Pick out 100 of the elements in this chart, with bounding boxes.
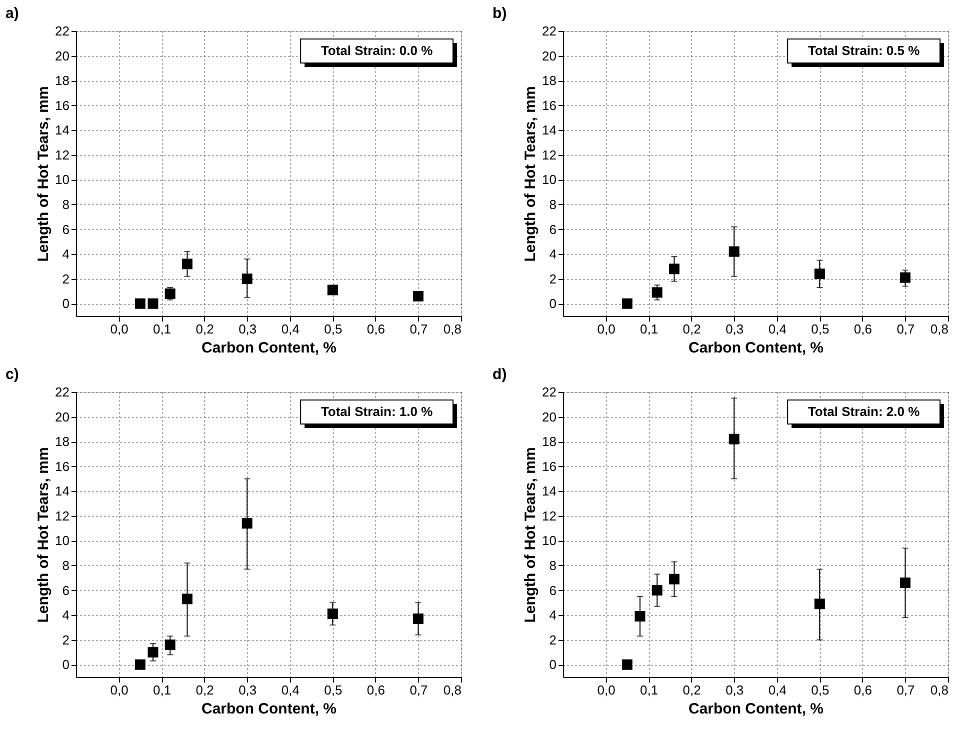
y-tick-label: 4 <box>549 608 556 623</box>
x-tick-label: 0,5 <box>324 682 342 698</box>
y-tick-label: 10 <box>542 533 556 548</box>
y-tick-label: 6 <box>62 222 70 237</box>
y-tick-label: 8 <box>62 558 70 573</box>
y-tick-label: 18 <box>542 73 556 88</box>
x-axis-title: Carbon Content, % <box>202 340 336 356</box>
y-tick-label: 6 <box>62 582 70 598</box>
y-tick-label: 22 <box>55 24 70 38</box>
y-tick-label: 4 <box>62 608 70 623</box>
point <box>728 246 740 257</box>
chart-title: d) <box>492 366 507 383</box>
x-tick-label: 0,5 <box>324 322 342 336</box>
x-tick-label: 0,4 <box>281 682 300 698</box>
x-axis-title: Carbon Content, % <box>688 700 824 718</box>
y-tick-label: 10 <box>542 172 556 188</box>
x-axis-title: Carbon Content, % <box>688 340 824 356</box>
chart-title: b) <box>492 5 507 22</box>
x-tick-label: 0,6 <box>854 682 872 698</box>
y-tick-label: 18 <box>542 434 556 450</box>
x-tick-label: 0,0 <box>597 682 616 698</box>
point <box>412 290 424 302</box>
point <box>242 518 252 529</box>
point <box>668 574 680 584</box>
point <box>327 284 338 296</box>
annotation: Total Strain: 1.0 % <box>320 404 434 419</box>
y-tick-label: 2 <box>62 632 70 648</box>
point <box>728 434 740 444</box>
x-tick-label: 0,1 <box>640 682 658 698</box>
y-tick-label: 12 <box>55 147 70 162</box>
point <box>164 288 176 299</box>
x-tick-label: 0,5 <box>811 682 830 698</box>
x-tick-label: 0,2 <box>682 322 701 336</box>
point <box>134 298 146 309</box>
y-tick-label: 10 <box>55 533 70 548</box>
y-tick-label: 12 <box>542 508 556 524</box>
x-tick-label: 0,8 <box>930 682 948 698</box>
y-tick-label: 22 <box>542 384 556 400</box>
x-tick-label: 0,6 <box>366 322 385 336</box>
x-tick-label: 0,1 <box>640 322 658 336</box>
point <box>134 659 146 670</box>
y-tick-label: 20 <box>55 48 70 64</box>
y-tick-label: 2 <box>62 271 70 286</box>
x-tick-label: 0,8 <box>443 322 462 336</box>
point <box>652 287 662 298</box>
y-tick-label: 18 <box>55 434 70 450</box>
point <box>622 659 632 670</box>
y-tick-label: 10 <box>55 172 70 188</box>
y-tick-label: 14 <box>55 122 70 138</box>
y-tick-label: 16 <box>55 98 70 113</box>
point <box>242 274 252 284</box>
y-axis-title: Length of Hot Tears, mm <box>35 447 52 623</box>
y-tick-label: 2 <box>549 632 556 648</box>
point <box>182 594 192 604</box>
y-tick-label: 8 <box>549 558 556 573</box>
point <box>652 585 662 596</box>
x-tick-label: 0,1 <box>153 322 172 336</box>
x-tick-label: 0,4 <box>768 322 786 336</box>
point <box>634 611 646 622</box>
x-tick-label: 0,3 <box>726 682 744 698</box>
y-tick-label: 14 <box>542 484 556 499</box>
y-tick-label: 22 <box>542 24 556 38</box>
x-tick-label: 0,0 <box>110 322 128 336</box>
x-axis-title: Carbon Content, % <box>202 700 336 718</box>
y-axis-title: Length of Hot Tears, mm <box>522 447 540 623</box>
x-tick-label: 0,6 <box>366 682 385 698</box>
y-tick-label: 0 <box>62 657 70 672</box>
point <box>148 298 158 309</box>
y-tick-label: 20 <box>542 48 556 64</box>
annotation: Total Strain: 0.5 % <box>808 43 920 58</box>
y-tick-label: 0 <box>549 657 556 672</box>
y-tick-label: 0 <box>549 296 556 312</box>
y-axis-title: Length of Hot Tears, mm <box>522 86 540 262</box>
x-tick-label: 0,3 <box>238 322 257 336</box>
x-tick-label: 0,8 <box>930 322 948 336</box>
y-tick-label: 4 <box>62 246 70 262</box>
y-tick-label: 8 <box>549 196 556 212</box>
x-tick-label: 0,7 <box>410 322 428 336</box>
y-tick-label: 20 <box>55 409 70 424</box>
y-tick-label: 6 <box>549 222 556 237</box>
y-tick-label: 0 <box>62 296 70 312</box>
x-tick-label: 0,2 <box>196 682 214 698</box>
point <box>814 598 825 610</box>
x-tick-label: 0,4 <box>281 322 300 336</box>
x-tick-label: 0,5 <box>811 322 830 336</box>
y-tick-label: 12 <box>542 147 556 162</box>
x-tick-label: 0,7 <box>410 682 428 698</box>
point <box>327 608 338 620</box>
y-tick-label: 16 <box>542 98 556 113</box>
point <box>182 258 192 270</box>
y-tick-label: 14 <box>542 122 556 138</box>
x-tick-label: 0,2 <box>682 682 701 698</box>
x-tick-label: 0,3 <box>238 682 257 698</box>
y-tick-label: 2 <box>549 271 556 286</box>
x-tick-label: 0,1 <box>153 682 172 698</box>
y-tick-label: 4 <box>549 246 556 262</box>
point <box>900 578 910 588</box>
point <box>412 614 424 624</box>
x-tick-label: 0,2 <box>196 322 214 336</box>
x-tick-label: 0,0 <box>597 322 616 336</box>
